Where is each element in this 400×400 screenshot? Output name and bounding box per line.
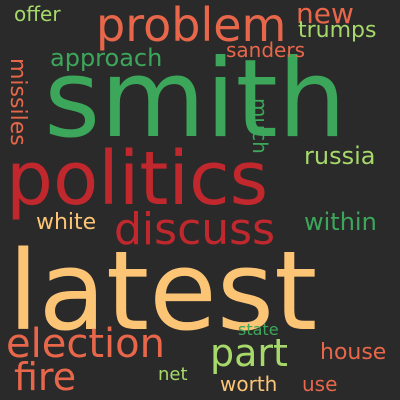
word-within: within	[304, 208, 377, 236]
word-sanders: sanders	[226, 38, 305, 62]
word-discuss: discuss	[114, 204, 276, 255]
word-fire: fire	[14, 355, 77, 399]
word-white: white	[36, 210, 97, 235]
word-politics: politics	[6, 136, 269, 222]
word-smith: smith	[44, 37, 347, 162]
word-offer: offer	[14, 2, 61, 26]
word-russia: russia	[304, 142, 376, 170]
word-new: new	[296, 0, 354, 30]
word-missiles: missiles	[5, 58, 30, 146]
word-trumps: trumps	[298, 18, 377, 43]
word-approach: approach	[50, 44, 163, 72]
word-latest: latest	[8, 227, 318, 355]
word-election: election	[6, 321, 165, 367]
word-state: state	[238, 320, 279, 339]
word-use: use	[302, 372, 338, 396]
word-house: house	[320, 340, 387, 365]
word-part: part	[210, 331, 288, 375]
word-much: much	[248, 98, 272, 154]
word-problem: problem	[96, 0, 287, 52]
word-worth: worth	[220, 372, 278, 396]
word-net: net	[158, 364, 188, 385]
